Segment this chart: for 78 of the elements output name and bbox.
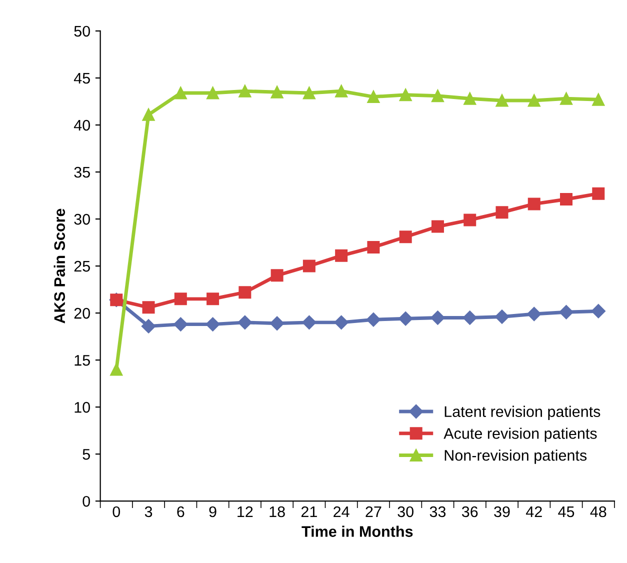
point [206, 317, 220, 332]
point [399, 230, 412, 244]
point [464, 214, 476, 226]
y-tick-label: 25 [74, 260, 90, 272]
point [174, 317, 188, 332]
x-tick-label: 42 [526, 506, 542, 518]
point [110, 363, 123, 376]
y-tick-label: 5 [82, 449, 90, 460]
x-tick-label: 27 [366, 506, 382, 518]
point [335, 84, 348, 98]
x-tick-label: 12 [238, 506, 253, 518]
point [206, 292, 220, 306]
x-tick-label: 6 [177, 506, 184, 518]
point [494, 310, 510, 324]
point [560, 92, 573, 105]
point [366, 312, 381, 327]
point [591, 304, 606, 318]
point [367, 240, 380, 254]
y-tick-label: 45 [74, 73, 90, 84]
y-tick-label: 20 [74, 308, 90, 319]
point [592, 93, 605, 106]
point [270, 269, 284, 282]
x-tick-label: 30 [398, 506, 414, 518]
point [238, 286, 252, 299]
point [528, 94, 540, 107]
point [142, 301, 155, 314]
y-tick-label: 40 [74, 120, 90, 131]
x-tick-label: 45 [558, 506, 574, 518]
x-tick-label: 3 [144, 506, 152, 518]
point [496, 206, 508, 219]
x-tick-label: 39 [494, 506, 510, 518]
point [592, 187, 605, 200]
point [174, 86, 187, 100]
y-tick-label: 30 [74, 214, 90, 225]
y-axis-title: AKS Pain Score [54, 208, 66, 324]
x-tick-label: 33 [430, 506, 446, 518]
x-tick-label: 9 [209, 506, 216, 518]
y-tick-label: 50 [74, 26, 90, 37]
x-tick-label: 18 [270, 506, 285, 518]
point [496, 94, 508, 107]
x-tick-label: 36 [462, 506, 478, 518]
x-tick-label: 0 [112, 506, 120, 518]
point [206, 86, 220, 100]
point [464, 92, 476, 105]
legend-label: Latent revision patients [444, 406, 600, 420]
point [399, 88, 412, 102]
point [528, 198, 540, 210]
point [560, 193, 573, 206]
point [431, 90, 444, 102]
point [367, 90, 380, 104]
point [559, 305, 574, 320]
y-tick-label: 35 [74, 166, 90, 178]
point [141, 319, 156, 334]
x-tick-label: 21 [301, 506, 317, 518]
y-tick-label: 10 [74, 402, 90, 413]
point [462, 310, 477, 325]
point [302, 260, 316, 272]
point [238, 315, 252, 330]
y-tick-label: 0 [82, 496, 90, 507]
point [142, 108, 155, 121]
point [430, 310, 445, 325]
point [398, 312, 413, 326]
point [302, 86, 316, 100]
legend-label: Non-revision patients [444, 450, 587, 464]
x-tick-label: 48 [590, 506, 606, 518]
point [527, 306, 542, 322]
point [431, 220, 444, 233]
x-axis-title: Time in Months [302, 526, 413, 537]
point [174, 292, 187, 306]
y-tick-label: 15 [74, 355, 90, 366]
point [302, 315, 316, 330]
point [270, 316, 284, 330]
point [335, 249, 348, 262]
x-tick-label: 24 [334, 506, 350, 518]
legend-label: Acute revision patients [444, 428, 597, 442]
point [270, 86, 284, 98]
point [334, 315, 348, 330]
point [238, 84, 252, 98]
